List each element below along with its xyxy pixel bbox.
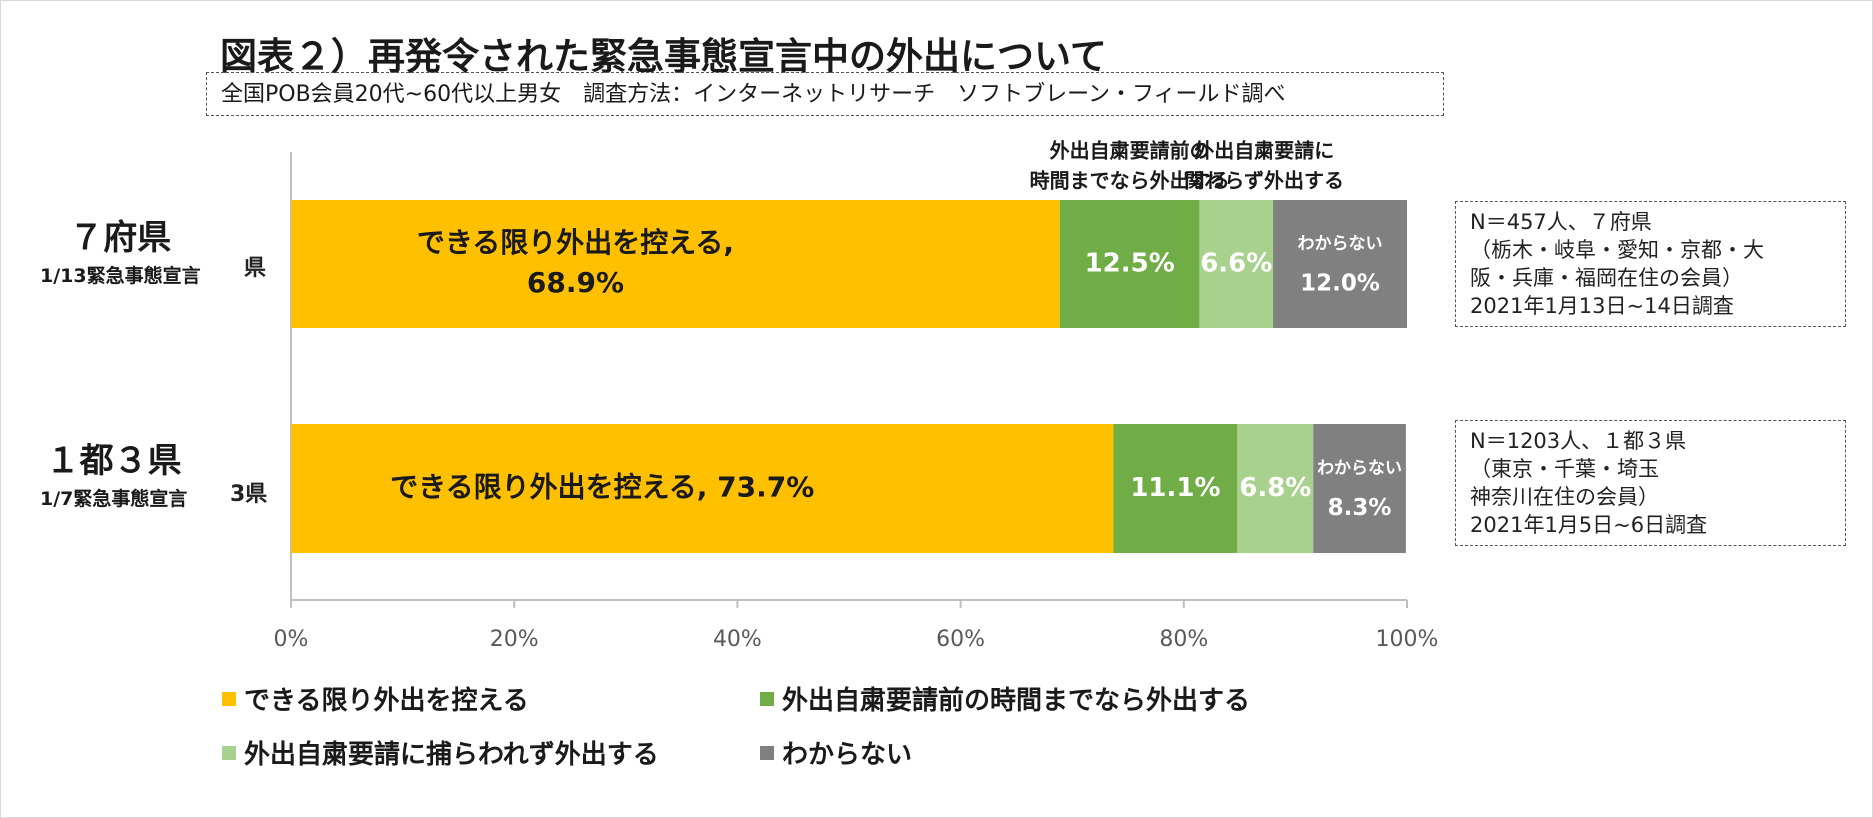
row-label-main: ７府県 (69, 218, 172, 258)
x-tick-label: 20% (490, 627, 539, 652)
segment-header-label: 時間までなら外出する (1030, 169, 1230, 193)
segment-header-label: 外出自粛要請前の (1050, 139, 1210, 163)
clipped-category-label: 県 (244, 256, 267, 281)
info-box-7-prefectures: N＝457人、７府県 （栃木・岐阜・愛知・京都・大 阪・兵庫・福岡在住の会員） … (1455, 201, 1846, 327)
info-box-tokyo-area: N＝1203人、１都３県 （東京・千葉・埼玉 神奈川在住の会員） 2021年1月… (1455, 420, 1846, 546)
bar-segment (1199, 200, 1274, 328)
info-line: 阪・兵庫・福岡在住の会員） (1470, 266, 1743, 290)
data-label: わからない (1317, 459, 1402, 479)
legend-swatch (222, 691, 236, 706)
row-label-7-prefectures: ７府県 1/13緊急事態宣言 (40, 210, 201, 288)
info-line: 神奈川在住の会員） (1470, 485, 1659, 509)
legend-swatch (760, 745, 774, 760)
x-tick-label: 80% (1159, 627, 1208, 652)
chart-title: 図表２）再発令された緊急事態宣言中の外出について (220, 35, 1107, 78)
info-line: （東京・千葉・埼玉 (1470, 457, 1659, 481)
data-label: 12.0% (1300, 271, 1380, 297)
data-label: 8.3% (1328, 495, 1392, 521)
x-tick-label: 100% (1376, 627, 1439, 652)
data-label: できる限り外出を控える, (417, 226, 734, 259)
data-label: 6.8% (1239, 473, 1311, 503)
row-label-sub: 1/13緊急事態宣言 (40, 265, 201, 287)
x-tick-label: 40% (713, 627, 762, 652)
legend-item: 外出自粛要請前の時間までなら外出する (760, 680, 1250, 717)
legend-item: わからない (760, 734, 912, 771)
bar-segment (291, 424, 1114, 553)
info-line: 2021年1月5日~6日調査 (1470, 513, 1708, 537)
data-label: できる限り外出を控える, 73.7% (390, 471, 814, 504)
bar-segment (1237, 424, 1314, 553)
legend-swatch (760, 691, 774, 706)
x-tick-label: 60% (936, 627, 985, 652)
bar-segment (291, 200, 1060, 328)
legend-label: わからない (782, 740, 913, 770)
legend-item: できる限り外出を控える (222, 680, 529, 717)
info-line: N＝1203人、１都３県 (1470, 429, 1687, 453)
legend-label: 外出自粛要請に捕らわれず外出する (244, 740, 659, 770)
segment-header-label: 関わらず外出する (1184, 169, 1344, 193)
survey-subtitle: 全国POB会員20代~60代以上男女 調査方法：インターネットリサーチ ソフトブ… (206, 72, 1444, 116)
data-label: 12.5% (1085, 249, 1175, 279)
clipped-category-label: 3県 (230, 482, 268, 507)
legend-item: 外出自粛要請に捕らわれず外出する (222, 734, 659, 771)
row-label-tokyo-area: １都３県 1/7緊急事態宣言 (40, 433, 187, 511)
legend-label: できる限り外出を控える (244, 686, 529, 716)
row-label-sub: 1/7緊急事態宣言 (40, 488, 188, 510)
data-label: わからない (1298, 234, 1383, 254)
bar-segment (1313, 424, 1406, 553)
data-label: 6.6% (1200, 249, 1272, 279)
bar-segment (1059, 200, 1200, 328)
legend-label: 外出自粛要請前の時間までなら外出する (782, 686, 1251, 716)
info-line: N＝457人、７府県 (1470, 210, 1652, 234)
segment-header-label: 外出自粛要請に (1194, 139, 1334, 163)
bar-segment (1113, 424, 1238, 553)
data-label: 11.1% (1130, 473, 1220, 503)
info-line: 2021年1月13日~14日調査 (1470, 294, 1734, 318)
row-label-main: １都３県 (45, 441, 182, 481)
legend-swatch (222, 745, 236, 760)
bar-segment (1273, 200, 1407, 328)
data-label: 68.9% (527, 266, 624, 299)
info-line: （栃木・岐阜・愛知・京都・大 (1470, 238, 1764, 262)
x-tick-label: 0% (274, 627, 309, 652)
